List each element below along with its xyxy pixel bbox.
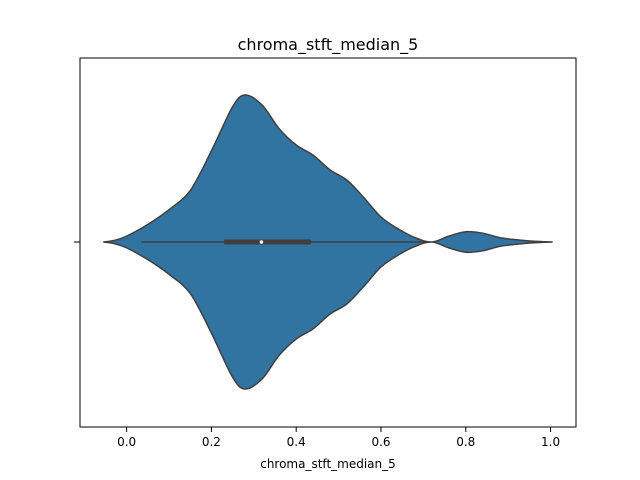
- x-tick-label: 0.2: [202, 435, 221, 449]
- x-tick-label: 0.0: [117, 435, 136, 449]
- x-axis-label: chroma_stft_median_5: [260, 457, 396, 471]
- x-tick-label: 0.8: [456, 435, 475, 449]
- x-axis: 0.0 0.2 0.4 0.6 0.8 1.0: [117, 427, 560, 449]
- median-point: [259, 240, 264, 244]
- plot-area: [103, 94, 553, 390]
- chart-title: chroma_stft_median_5: [238, 35, 419, 55]
- x-tick-label: 0.4: [287, 435, 306, 449]
- x-tick-label: 0.6: [371, 435, 390, 449]
- x-tick-label: 1.0: [541, 435, 560, 449]
